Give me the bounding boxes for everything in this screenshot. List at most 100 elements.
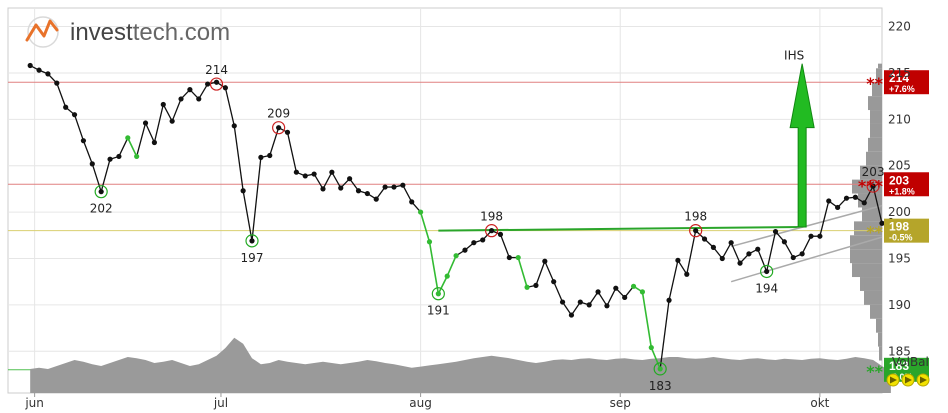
level-change: -8.0% [889, 372, 913, 382]
axis-layer: 185 190 195 200 205 210 215 220 jun jul aug sep okt V… [24, 20, 930, 410]
extrema-label: 203 [862, 165, 885, 179]
volume-profile-bar [866, 151, 882, 166]
level-change: +1.8% [889, 186, 915, 196]
x-tick-label: okt [810, 396, 829, 410]
price-point [843, 195, 850, 201]
top-marker [484, 224, 499, 238]
price-point [577, 299, 583, 305]
volume-profile-bar [878, 63, 882, 69]
top-marker [209, 77, 224, 91]
volume-profile-bar [876, 318, 882, 333]
price-point [364, 190, 370, 197]
x-tick-label: aug [409, 396, 432, 410]
price-segment [597, 291, 608, 307]
level-stars: *** [858, 176, 884, 195]
price-point [622, 294, 628, 301]
price-segment [322, 171, 333, 190]
price-point [320, 186, 326, 192]
price-point [613, 285, 619, 291]
price-segment [544, 261, 555, 282]
price-segment [82, 140, 93, 165]
arrow-right-icon [916, 373, 930, 387]
price-point [559, 299, 566, 305]
price-segment [127, 137, 138, 157]
extrema-label: 191 [427, 304, 450, 318]
price-segment [331, 171, 342, 189]
price-point [400, 182, 406, 188]
level-price: 214 [889, 71, 909, 85]
volume-profile-bar [862, 207, 882, 222]
price-segment [588, 291, 599, 306]
price-point [178, 96, 184, 102]
bottom-marker [653, 362, 667, 376]
price-segment [499, 234, 510, 258]
bottom-marker [94, 185, 108, 199]
price-point [355, 188, 362, 194]
level-price: 183 [889, 359, 909, 373]
price-point [870, 183, 876, 189]
y-tick-label: 190 [888, 298, 911, 312]
price-point [284, 129, 291, 135]
price-point [684, 271, 690, 277]
price-point [790, 254, 796, 261]
volume-balance-shape [30, 337, 891, 393]
bottom-marker [431, 287, 445, 301]
top-marker [272, 121, 286, 135]
price-segment [686, 230, 697, 275]
y-tick-label: 200 [888, 205, 911, 219]
price-point [231, 123, 237, 129]
price-segment [313, 173, 324, 190]
price-point [480, 237, 486, 243]
price-segment [428, 241, 440, 294]
level-stars: ** [866, 362, 883, 381]
y-tick-label: 195 [888, 251, 911, 265]
price-segment [766, 231, 777, 272]
ihs-neckline [438, 225, 803, 232]
price-point [701, 236, 708, 242]
price-point [54, 80, 60, 86]
price-point [746, 251, 752, 257]
price-segment [535, 261, 546, 286]
price-segment [437, 275, 448, 295]
price-point [710, 244, 717, 250]
top-marker [866, 179, 880, 193]
price-point [27, 62, 33, 69]
grid-layer [7, 7, 883, 394]
volume-profile-bar [850, 249, 882, 264]
level-price: 203 [889, 173, 909, 187]
price-point [213, 79, 220, 85]
volume-profile-bar [879, 346, 882, 361]
extrema-label: 209 [267, 107, 290, 121]
price-point [595, 289, 601, 295]
price-segment [136, 122, 147, 157]
price-point [45, 71, 51, 77]
price-segment [730, 242, 741, 264]
price-point [488, 228, 495, 234]
volume-profile-bar [872, 82, 882, 97]
price-segment [863, 185, 874, 204]
y-tick-label: 205 [888, 159, 911, 173]
volume-profile-bar [860, 165, 882, 180]
price-segment [162, 104, 173, 122]
price-point [462, 247, 468, 253]
price-segment [171, 98, 182, 122]
price-point [639, 289, 646, 295]
price-point [258, 154, 264, 160]
price-point [125, 135, 131, 141]
level-price: 198 [889, 220, 909, 234]
volume-profile-bar [864, 290, 882, 305]
price-point [471, 240, 477, 246]
price-point [728, 240, 734, 246]
price-segment [606, 287, 617, 307]
top-marker [689, 224, 703, 238]
y-tick-label: 220 [888, 20, 911, 34]
volume-profile-bar [852, 263, 882, 278]
extrema-markers: 214 209 198 198 203 202 197 191 183 194 [90, 63, 885, 393]
price-segment [553, 281, 564, 303]
price-point [648, 344, 654, 351]
volume-profile-bar [870, 110, 882, 124]
price-segment [801, 235, 812, 255]
price-segment [402, 184, 413, 203]
x-tick-label: jul [213, 396, 228, 410]
